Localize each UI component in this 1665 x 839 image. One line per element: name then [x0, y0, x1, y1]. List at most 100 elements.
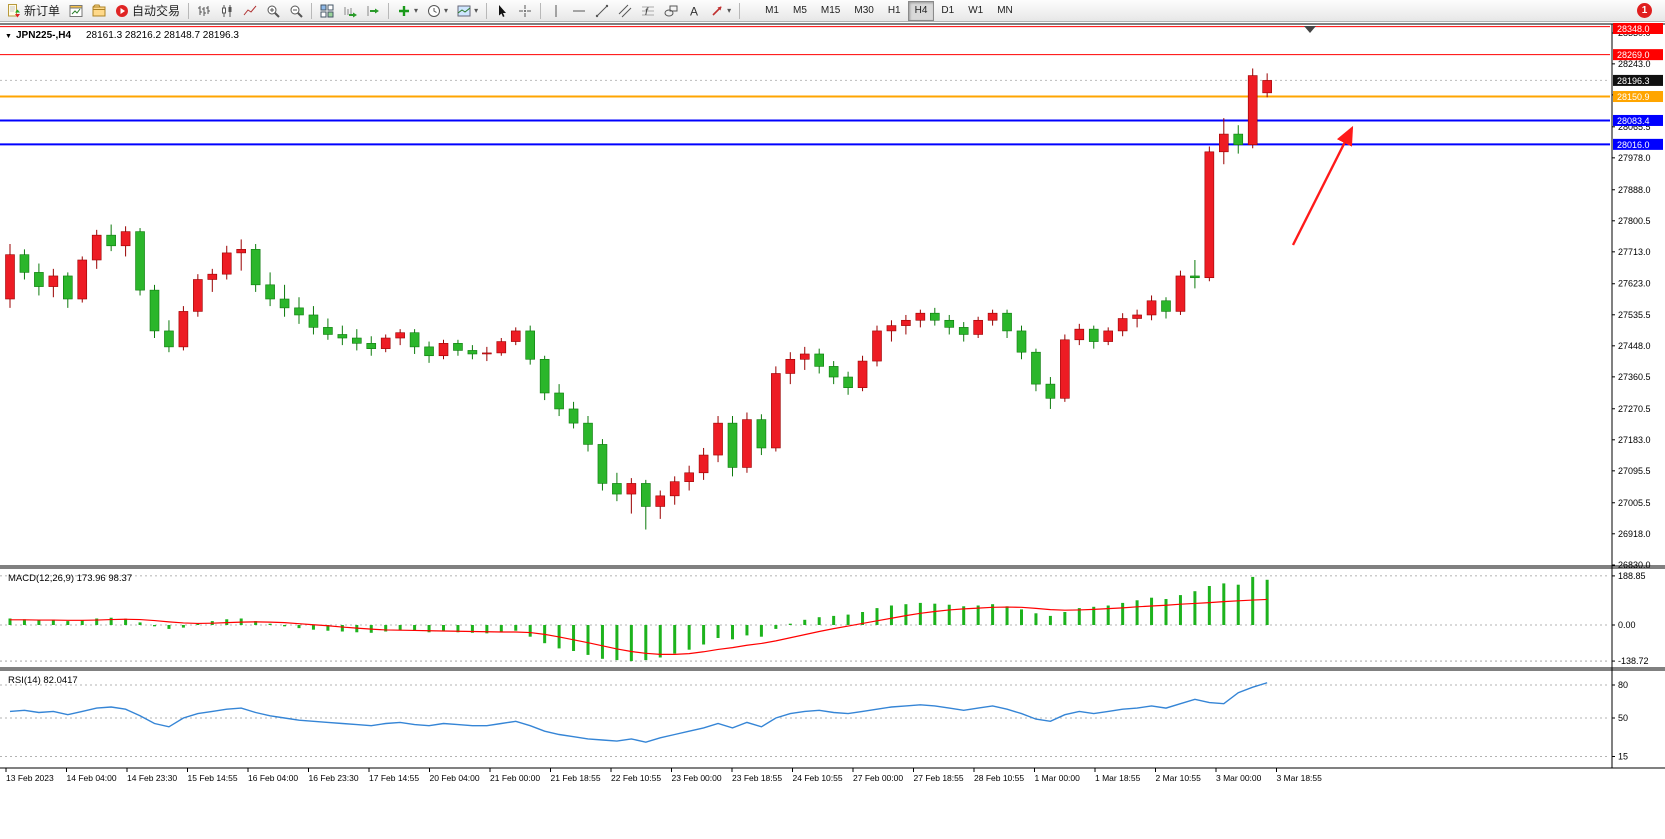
text-button[interactable]: A [683, 1, 705, 21]
candle-body [1074, 328, 1085, 341]
macd-bar [138, 622, 142, 625]
cursor-icon [499, 4, 507, 17]
zoom-out-button[interactable] [285, 1, 307, 21]
price-axis[interactable]: 28330.028243.028155.528065.527978.027888… [1612, 23, 1663, 570]
macd-bar [528, 625, 532, 637]
time-label: 21 Feb 18:55 [551, 773, 601, 783]
macd-bar [51, 619, 55, 625]
vertical-line-button[interactable] [545, 1, 567, 21]
tile-windows-button[interactable] [316, 1, 338, 21]
timeframe-m15-button[interactable]: M15 [814, 1, 847, 21]
price-badge-label: 28150.9 [1617, 92, 1650, 102]
fibonacci-icon: f [642, 6, 655, 18]
macd-bar [268, 623, 272, 625]
macd-bar [384, 625, 388, 632]
new-order-button[interactable]: 新订单 [3, 1, 64, 21]
toolbar-separator [188, 2, 190, 19]
candlestick-chart-button[interactable] [216, 1, 238, 21]
timeframe-m5-button[interactable]: M5 [786, 1, 814, 21]
macd-bar [629, 625, 633, 662]
timeframe-mn-button[interactable]: MN [990, 1, 1020, 21]
macd-bar [1222, 583, 1226, 625]
macd-bar [1020, 609, 1023, 625]
timeframe-h1-button[interactable]: H1 [881, 1, 908, 21]
svg-text:A: A [690, 4, 698, 18]
templates-button[interactable]: ▾ [453, 1, 482, 21]
chart-shift-marker[interactable] [1304, 26, 1316, 33]
price-tick-label: 26918.0 [1618, 529, 1651, 539]
fibonacci-button[interactable]: f [637, 1, 659, 21]
notification-badge[interactable]: 1 [1637, 3, 1652, 18]
periods-button[interactable]: ▾ [423, 1, 452, 21]
candle-body [626, 483, 637, 495]
zoom-in-button[interactable] [262, 1, 284, 21]
text-icon: A [690, 4, 698, 18]
profiles-button[interactable] [88, 1, 110, 21]
time-label: 16 Feb 23:30 [309, 773, 359, 783]
macd-bar [254, 621, 258, 625]
channel-button[interactable] [614, 1, 636, 21]
macd-bar [1207, 586, 1211, 625]
candle-body [857, 360, 868, 388]
candle-body [929, 312, 940, 321]
time-label: 28 Feb 10:55 [974, 773, 1024, 783]
crosshair-button[interactable] [514, 1, 536, 21]
macd-bar [600, 625, 604, 659]
macd-bar [167, 625, 171, 629]
candlesticks-layer[interactable] [5, 68, 1272, 530]
trend-line-button[interactable] [591, 1, 613, 21]
macd-bar [1063, 612, 1067, 625]
macd-tick-label: 0.00 [1618, 620, 1636, 630]
candle-body [62, 275, 73, 300]
price-badge [1613, 114, 1663, 126]
macd-bar [1150, 597, 1154, 625]
timeframe-m1-button[interactable]: M1 [758, 1, 786, 21]
candle-body [1190, 275, 1200, 279]
chart-shift-button[interactable] [362, 1, 384, 21]
candle-body [785, 358, 796, 374]
candle-body [583, 422, 593, 445]
timeframe-w1-button[interactable]: W1 [961, 1, 990, 21]
main-toolbar: 新订单 自动交易 ▾ ▾ ▾ [0, 0, 1665, 22]
arrows-button[interactable]: ▾ [706, 1, 735, 21]
candle-body [568, 408, 579, 424]
bar-chart-button[interactable] [193, 1, 215, 21]
chart-window[interactable]: 28330.028243.028155.528065.527978.027888… [0, 22, 1665, 839]
rsi-panel[interactable]: 80 50 15 RSI(14) 82.0417 [0, 675, 1628, 762]
toolbar-separator [388, 2, 390, 19]
candle-body [366, 343, 377, 349]
price-tick-label: 27623.0 [1618, 279, 1651, 289]
candle-body [756, 419, 767, 449]
time-axis[interactable]: 13 Feb 2023 14 Feb 04:00 14 Feb 23:30 15 Fe… [5, 768, 1322, 783]
time-label: 2 Mar 10:55 [1156, 773, 1202, 783]
timeframe-h4-button[interactable]: H4 [907, 0, 935, 21]
symbol-dropdown-icon: ▼ [5, 33, 12, 40]
shapes-button[interactable] [660, 1, 682, 21]
toolbar-separator [540, 2, 542, 19]
timeframe-m30-button[interactable]: M30 [847, 1, 880, 21]
horizontal-line-button[interactable] [568, 1, 590, 21]
price-badge-label: 28196.3 [1617, 76, 1650, 86]
candle-body [597, 444, 608, 484]
timeframe-d1-button[interactable]: D1 [934, 1, 961, 21]
trend-arrow-annotation[interactable] [1291, 125, 1354, 246]
candle-body [1219, 133, 1229, 153]
cursor-button[interactable] [491, 1, 513, 21]
indicators-button[interactable]: ▾ [393, 1, 422, 21]
candle-body [1103, 330, 1113, 342]
rsi-level-label: 80 [1618, 680, 1628, 690]
macd-bar [124, 618, 128, 625]
candle-body [265, 284, 275, 300]
macd-bar [427, 625, 431, 633]
auto-scroll-button[interactable] [339, 1, 361, 21]
macd-panel[interactable]: 188.85 0.00 -138.72 MACD(12,26,9) 173.96 98… [0, 571, 1649, 666]
candle-body [120, 231, 131, 247]
candle-body [713, 422, 723, 456]
macd-bar [1265, 579, 1269, 625]
auto-trading-button[interactable]: 自动交易 [111, 1, 184, 21]
line-chart-button[interactable] [239, 1, 261, 21]
charts-button[interactable] [65, 1, 87, 21]
price-chart[interactable]: 28330.028243.028155.528065.527978.027888… [0, 22, 1665, 839]
macd-bar [95, 618, 99, 625]
time-label: 17 Feb 14:55 [369, 773, 419, 783]
